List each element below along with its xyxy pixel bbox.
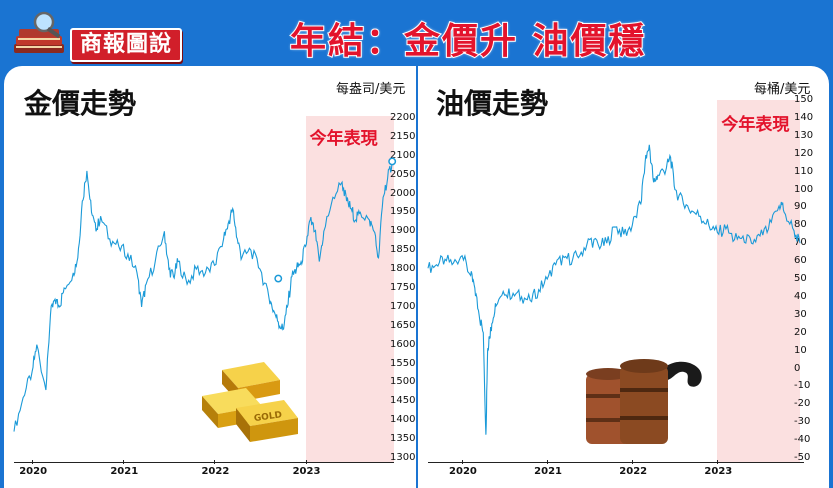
gold-y-tick: 1600 (390, 338, 416, 350)
oil-y-tick: 110 (794, 165, 814, 177)
oil-y-tick: 120 (794, 147, 814, 159)
gold-y-tick: 2050 (390, 168, 416, 180)
gold-y-tick: 2100 (390, 149, 416, 161)
oil-barrels-icon (586, 359, 702, 444)
oil-y-tick: 100 (794, 183, 814, 195)
oil-y-tick: 90 (794, 201, 807, 213)
oil-y-tick: -20 (794, 398, 811, 410)
oil-y-tick: 60 (794, 255, 807, 267)
oil-x-tick: 2022 (619, 466, 648, 477)
gold-y-tick: 1450 (390, 395, 416, 407)
oil-x-tick: 2020 (449, 466, 477, 477)
gold-x-tick: 2020 (19, 466, 48, 477)
gold-y-tick: 1800 (390, 263, 416, 275)
gold-y-tick: 1550 (390, 357, 416, 369)
gold-chart-title: 金價走勢 (24, 87, 137, 120)
oil-series-line (427, 144, 801, 435)
gold-y-tick: 1950 (390, 206, 416, 218)
gold-y-tick: 1900 (390, 225, 416, 237)
oil-y-tick: 10 (794, 344, 807, 356)
logo-text: 商報圖說 (70, 28, 183, 62)
gold-highlight-label: 今年表現 (309, 129, 378, 149)
logo: 商報圖說 (10, 10, 186, 62)
gold-y-tick: 1650 (390, 319, 416, 331)
gold-highlight-band (305, 116, 394, 462)
oil-y-tick: 20 (794, 326, 807, 338)
gold-point-marker (388, 157, 397, 166)
gold-y-tick: 1400 (390, 414, 416, 426)
gold-bar-label: GOLD (253, 410, 282, 424)
gold-y-tick: 1850 (390, 244, 416, 256)
oil-y-tick: 150 (794, 94, 814, 105)
gold-x-axis (14, 462, 394, 463)
gold-y-tick: 2000 (390, 187, 416, 199)
oil-y-tick: -50 (794, 452, 811, 463)
gold-unit-label: 每盎司/美元 (336, 82, 406, 97)
oil-x-axis (428, 462, 804, 463)
oil-chart-title: 油價走勢 (436, 87, 549, 120)
oil-x-tick: 2023 (704, 466, 733, 477)
oil-y-tick: 140 (794, 111, 814, 123)
oil-x-tick: 2021 (534, 466, 563, 477)
gold-y-tick: 2200 (390, 112, 416, 123)
oil-unit-label: 每桶/美元 (754, 82, 811, 97)
gold-y-tick: 1750 (390, 282, 416, 293)
gold-series-line (13, 161, 393, 432)
oil-y-tick: 130 (794, 129, 814, 141)
oil-y-tick: -40 (794, 434, 811, 446)
header-banner: 商報圖說 年結：金價升 油價穩 (0, 0, 833, 63)
oil-y-tick: -30 (794, 416, 811, 428)
gold-y-tick: 1300 (390, 452, 416, 463)
headline: 年結：金價升 油價穩 (289, 20, 647, 63)
oil-highlight-band (717, 100, 800, 462)
gold-y-tick: 1700 (390, 300, 416, 312)
oil-y-tick: 40 (794, 290, 807, 302)
gold-x-tick: 2023 (292, 466, 321, 477)
oil-y-tick: -10 (794, 380, 811, 392)
books-magnifier-icon (14, 11, 64, 53)
gold-x-tick: 2021 (110, 466, 139, 477)
gold-y-tick: 2150 (390, 130, 416, 142)
oil-y-tick: 50 (794, 273, 807, 284)
gold-y-tick: 1500 (390, 376, 416, 388)
gold-x-tick: 2022 (201, 466, 230, 477)
oil-y-tick: 80 (794, 219, 807, 231)
gold-y-tick: 1350 (390, 433, 416, 445)
oil-highlight-label: 今年表現 (721, 115, 790, 135)
oil-y-tick: 30 (794, 308, 807, 320)
gold-bars-icon: GOLD (202, 362, 298, 442)
gold-point-marker (274, 274, 283, 283)
oil-y-tick: 0 (794, 362, 801, 374)
